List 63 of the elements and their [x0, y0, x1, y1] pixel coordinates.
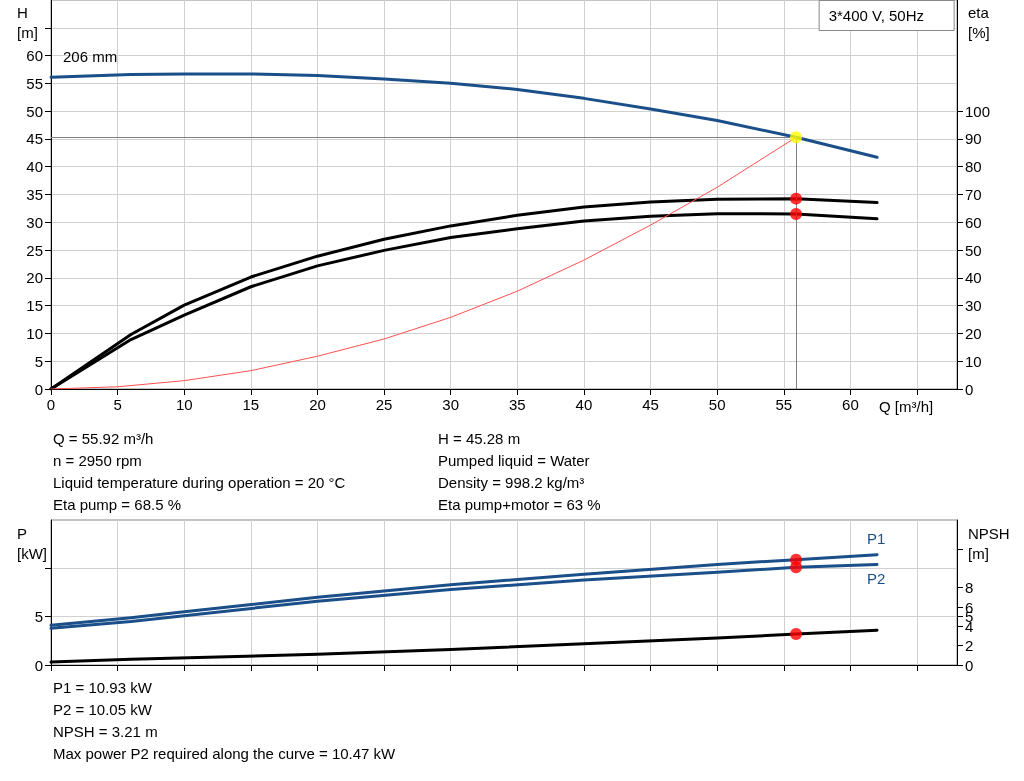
text: Eta pump+motor = 63 % [438, 495, 601, 515]
y-axis-title: P [kW] [17, 524, 47, 562]
y2-tick-label: 2 [965, 637, 974, 655]
x-tick-label: 0 [46, 396, 56, 413]
x-tick-label: 60 [842, 396, 859, 413]
text: P1 = 10.93 kW [53, 678, 153, 698]
y-tick-label: 25 [26, 241, 43, 259]
y2-tick-label: 70 [965, 186, 982, 203]
y-tick-label: 55 [26, 74, 43, 92]
x-tick-label: 15 [242, 396, 260, 413]
x-tick-label: 25 [375, 396, 393, 413]
text: H = 45.28 m [438, 429, 522, 449]
series-label: 206 mm [63, 48, 118, 66]
y-tick-label: 5 [34, 352, 43, 370]
y2-tick-label: 8 [965, 579, 974, 597]
x-axis-title: Q [m³/h] [879, 398, 934, 415]
y-tick-label: 20 [26, 269, 43, 287]
y-tick-label: 5 [34, 608, 43, 626]
y-tick-label: 35 [26, 186, 43, 203]
y2-tick-label: 40 [965, 269, 982, 287]
y2-axis-title: NPSH [m] [968, 524, 1010, 562]
y-tick-label: 50 [26, 102, 43, 120]
y2-tick-label: 50 [965, 241, 982, 259]
text: NPSH = 3.21 m [53, 722, 159, 742]
y-tick-label: 10 [26, 324, 43, 342]
y2-tick-label: 0 [965, 656, 974, 674]
text: 3*400 V, 50Hz [828, 7, 925, 24]
y-tick-label: 60 [26, 47, 43, 65]
y-tick-label: 0 [34, 656, 43, 674]
y2-tick-label: 20 [965, 324, 982, 342]
y2-tick-label: 100 [965, 102, 991, 120]
series-label: P1 [867, 530, 886, 548]
y2-axis-title: eta [%] [968, 3, 990, 41]
x-tick-label: 50 [708, 396, 726, 413]
x-tick-label: 10 [175, 396, 193, 413]
y2-tick-label: 10 [965, 352, 982, 370]
y2-tick-label: 30 [965, 297, 982, 315]
text: P2 = 10.05 kW [53, 700, 153, 720]
text: Eta pump = 68.5 % [53, 495, 182, 515]
x-tick-label: 35 [508, 396, 526, 413]
y2-tick-label: 80 [965, 158, 982, 176]
text: Pumped liquid = Water [438, 451, 591, 471]
x-tick-label: 40 [575, 396, 593, 413]
y-tick-label: 30 [26, 213, 43, 231]
y-tick-label: 0 [34, 380, 43, 398]
x-tick-label: 45 [642, 396, 659, 413]
y-tick-label: 40 [26, 158, 43, 176]
text: Density = 998.2 kg/m³ [438, 473, 586, 493]
x-tick-label: 5 [113, 396, 122, 413]
y2-tick-label: 0 [965, 380, 974, 398]
y2-tick-label: 60 [965, 213, 982, 231]
text: n = 2950 rpm [53, 451, 143, 471]
x-tick-label: 20 [309, 396, 326, 413]
y2-tick-label: 90 [965, 130, 982, 148]
x-tick-label: 55 [775, 396, 793, 413]
y-tick-label: 15 [26, 297, 43, 315]
text: Max power P2 required along the curve = 10.47 kW [53, 744, 396, 764]
x-tick-label: 30 [442, 396, 460, 413]
series-label: P2 [867, 569, 886, 587]
y-tick-label: 45 [26, 130, 43, 148]
text: Q = 55.92 m³/h [53, 429, 155, 449]
y-axis-title: H [m] [17, 3, 38, 41]
text: Liquid temperature during operation = 20 °C [53, 473, 346, 493]
